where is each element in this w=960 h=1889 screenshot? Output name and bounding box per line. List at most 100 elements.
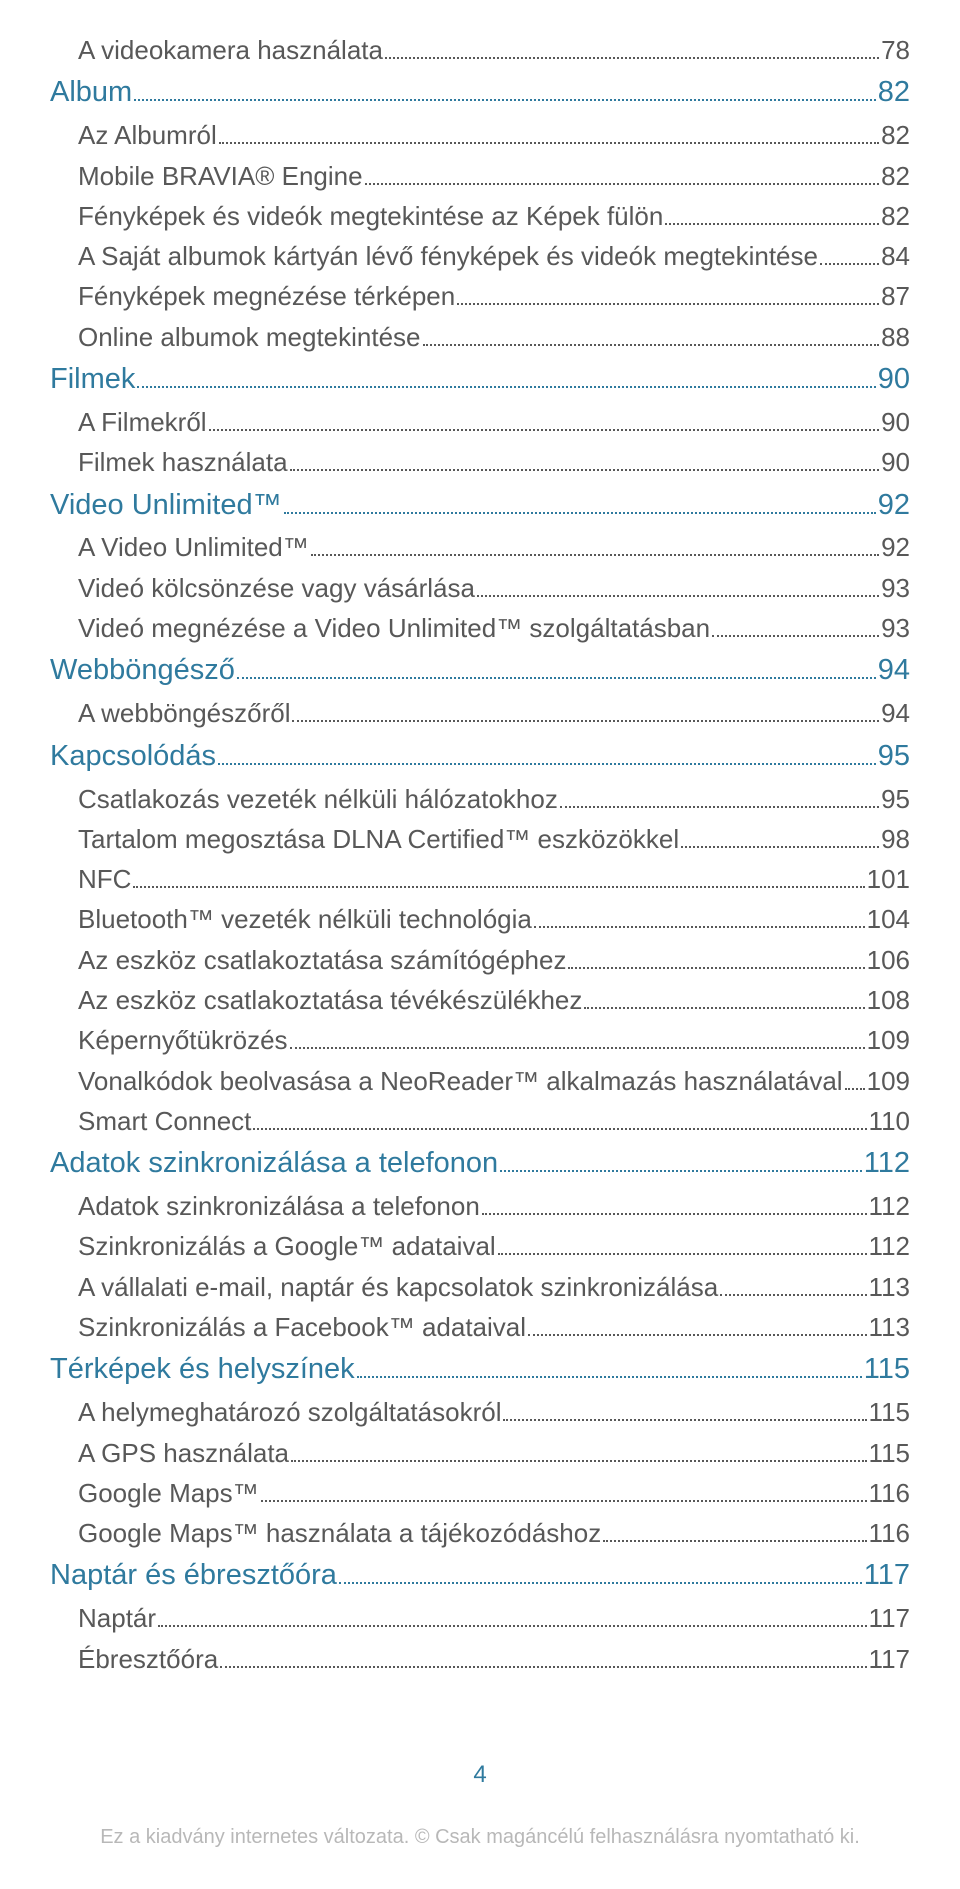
toc-leader-dots: [500, 1170, 862, 1172]
toc-leader-dots: [820, 263, 879, 265]
toc-page: 90: [878, 357, 910, 402]
toc-entry[interactable]: Képernyőtükrözés109: [50, 1020, 910, 1060]
toc-label: Videó kölcsönzése vagy vásárlása: [78, 568, 475, 608]
toc-label: Naptár: [78, 1598, 156, 1638]
toc-entry[interactable]: Online albumok megtekintése88: [50, 317, 910, 357]
toc-leader-dots: [534, 926, 865, 928]
toc-heading[interactable]: Naptár és ébresztőóra 117: [50, 1553, 910, 1598]
toc-label: Szinkronizálás a Facebook™ adataival: [78, 1307, 526, 1347]
toc-entry[interactable]: Szinkronizálás a Facebook™ adataival113: [50, 1307, 910, 1347]
toc-leader-dots: [365, 183, 879, 185]
toc-entry[interactable]: A webböngészőről 94: [50, 693, 910, 733]
toc-label: Video Unlimited™: [50, 483, 282, 528]
toc-entry[interactable]: NFC101: [50, 859, 910, 899]
toc-entry[interactable]: Google Maps™116: [50, 1473, 910, 1513]
toc-heading[interactable]: Térképek és helyszínek 115: [50, 1347, 910, 1392]
toc-page: 117: [869, 1639, 910, 1679]
toc-entry[interactable]: Naptár117: [50, 1598, 910, 1638]
toc-leader-dots: [290, 469, 880, 471]
toc-page: 108: [867, 980, 910, 1020]
toc-heading[interactable]: Album82: [50, 70, 910, 115]
toc-label: Térképek és helyszínek: [50, 1347, 355, 1392]
toc-entry[interactable]: Az Albumról 82: [50, 115, 910, 155]
toc-heading[interactable]: Webböngésző94: [50, 648, 910, 693]
toc-label: Ébresztőóra: [78, 1639, 218, 1679]
toc-entry[interactable]: Csatlakozás vezeték nélküli hálózatokhoz…: [50, 779, 910, 819]
toc-heading[interactable]: Video Unlimited™92: [50, 483, 910, 528]
toc-entry[interactable]: Vonalkódok beolvasása a NeoReader™ alkal…: [50, 1061, 910, 1101]
toc-leader-dots: [482, 1213, 867, 1215]
toc-page: 117: [864, 1553, 910, 1598]
toc-page: 109: [867, 1061, 910, 1101]
toc-page: 82: [881, 115, 910, 155]
toc-leader-dots: [339, 1582, 862, 1584]
toc-leader-dots: [158, 1625, 867, 1627]
toc-page: 93: [881, 568, 910, 608]
toc-page: 94: [881, 693, 910, 733]
toc-label: Az Albumról: [78, 115, 217, 155]
toc-label: Mobile BRAVIA® Engine: [78, 156, 363, 196]
toc-entry[interactable]: Tartalom megosztása DLNA Certified™ eszk…: [50, 819, 910, 859]
toc-entry[interactable]: A Filmekről90: [50, 402, 910, 442]
toc-leader-dots: [423, 344, 880, 346]
toc-label: Képernyőtükrözés: [78, 1020, 288, 1060]
toc-entry[interactable]: Google Maps™ használata a tájékozódáshoz…: [50, 1513, 910, 1553]
toc-page: 82: [881, 196, 910, 236]
toc-heading[interactable]: Adatok szinkronizálása a telefonon112: [50, 1141, 910, 1186]
toc-leader-dots: [477, 595, 879, 597]
toc-label: Smart Connect: [78, 1101, 251, 1141]
toc-entry[interactable]: Fényképek és videók megtekintése az Képe…: [50, 196, 910, 236]
toc-label: Naptár és ébresztőóra: [50, 1553, 337, 1598]
toc-label: Az eszköz csatlakoztatása tévékészülékhe…: [78, 980, 582, 1020]
toc-entry[interactable]: Videó kölcsönzése vagy vásárlása 93: [50, 568, 910, 608]
toc-page: 113: [869, 1267, 910, 1307]
toc-page: 112: [869, 1186, 910, 1226]
toc-leader-dots: [528, 1334, 867, 1336]
toc-entry[interactable]: A helymeghatározó szolgáltatásokról115: [50, 1392, 910, 1432]
toc-label: Szinkronizálás a Google™ adataival: [78, 1226, 496, 1266]
toc-page: 110: [869, 1101, 910, 1141]
toc-leader-dots: [357, 1376, 862, 1378]
toc-entry[interactable]: Fényképek megnézése térképen87: [50, 276, 910, 316]
toc-leader-dots: [253, 1128, 866, 1130]
toc-leader-dots: [498, 1253, 867, 1255]
toc-entry[interactable]: Filmek használata90: [50, 442, 910, 482]
toc-entry[interactable]: A Video Unlimited™92: [50, 527, 910, 567]
toc-label: A videokamera használata: [78, 30, 383, 70]
toc-leader-dots: [603, 1540, 866, 1542]
toc-leader-dots: [137, 386, 875, 388]
toc-heading[interactable]: Filmek90: [50, 357, 910, 402]
footer-text: Ez a kiadvány internetes változata. © Cs…: [0, 1826, 960, 1849]
toc-entry[interactable]: Ébresztőóra 117: [50, 1639, 910, 1679]
toc-entry[interactable]: A Saját albumok kártyán lévő fényképek é…: [50, 236, 910, 276]
toc-page: 115: [864, 1347, 910, 1392]
toc-entry[interactable]: Adatok szinkronizálása a telefonon 112: [50, 1186, 910, 1226]
toc-leader-dots: [503, 1419, 866, 1421]
toc-leader-dots: [134, 99, 876, 101]
toc-label: A webböngészőről: [78, 693, 290, 733]
toc-entry[interactable]: A vállalati e-mail, naptár és kapcsolato…: [50, 1267, 910, 1307]
toc-page: 92: [881, 527, 910, 567]
toc-entry[interactable]: Szinkronizálás a Google™ adataival112: [50, 1226, 910, 1266]
toc-entry[interactable]: Az eszköz csatlakoztatása tévékészülékhe…: [50, 980, 910, 1020]
toc-label: Adatok szinkronizálása a telefonon: [78, 1186, 480, 1226]
toc-label: A vállalati e-mail, naptár és kapcsolato…: [78, 1267, 718, 1307]
toc-entry[interactable]: A GPS használata115: [50, 1433, 910, 1473]
toc-entry[interactable]: Bluetooth™ vezeték nélküli technológia10…: [50, 899, 910, 939]
toc-entry[interactable]: Mobile BRAVIA® Engine82: [50, 156, 910, 196]
toc-heading[interactable]: Kapcsolódás95: [50, 734, 910, 779]
toc-label: A helymeghatározó szolgáltatásokról: [78, 1392, 501, 1432]
toc-page: 87: [881, 276, 910, 316]
toc-entry[interactable]: A videokamera használata 78: [50, 30, 910, 70]
toc-page: 78: [881, 30, 910, 70]
toc-label: Kapcsolódás: [50, 734, 216, 779]
toc-page: 93: [881, 608, 910, 648]
toc-label: Bluetooth™ vezeték nélküli technológia: [78, 899, 532, 939]
table-of-contents: A videokamera használata 78Album82Az Albu…: [50, 30, 910, 1679]
toc-entry[interactable]: Smart Connect 110: [50, 1101, 910, 1141]
toc-entry[interactable]: Videó megnézése a Video Unlimited™ szolg…: [50, 608, 910, 648]
toc-entry[interactable]: Az eszköz csatlakoztatása számítógéphez1…: [50, 940, 910, 980]
toc-page: 115: [869, 1433, 910, 1473]
toc-page: 116: [869, 1473, 910, 1513]
toc-leader-dots: [385, 57, 879, 59]
